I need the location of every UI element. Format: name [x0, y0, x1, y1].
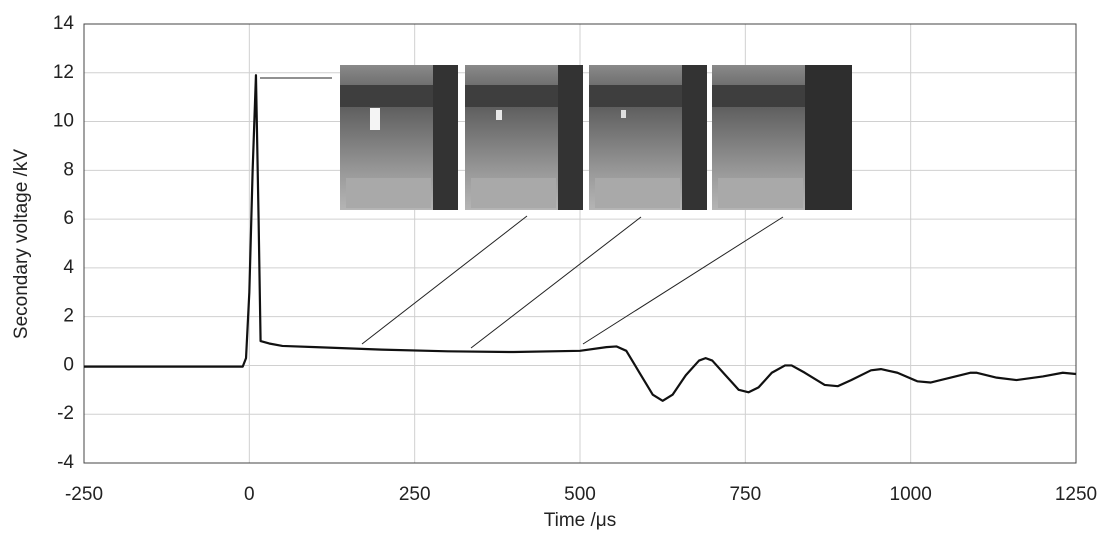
y-tick-label: 4 [63, 257, 74, 278]
photo [465, 65, 583, 210]
photo [712, 65, 852, 210]
x-tick-label: 250 [399, 484, 431, 505]
plot-frame [83, 23, 1077, 464]
pointer-line [470, 216, 642, 349]
y-tick-label: -4 [57, 452, 74, 473]
x-tick-label: 0 [244, 484, 255, 505]
pointer-line [361, 215, 528, 345]
y-tick-label: 6 [63, 208, 74, 229]
x-tick-label: 500 [564, 484, 596, 505]
pointer-line [582, 216, 784, 345]
y-tick-label: 10 [53, 111, 74, 132]
y-tick-label: -2 [57, 403, 74, 424]
x-tick-label: 1000 [890, 484, 932, 505]
photo [340, 65, 458, 210]
y-tick-label: 0 [63, 354, 74, 375]
x-tick-label: 1250 [1055, 484, 1097, 505]
x-tick-label: 750 [729, 484, 761, 505]
data-line [84, 74, 1077, 402]
y-tick-label: 2 [63, 306, 74, 327]
y-tick-label: 8 [63, 159, 74, 180]
x-axis-label: Time /μs [544, 510, 617, 531]
y-axis-label: Secondary voltage /kV [11, 149, 32, 339]
x-tick-label: -250 [65, 484, 103, 505]
y-tick-label: 14 [53, 13, 75, 34]
photo-strip [260, 65, 852, 349]
y-tick-label: 12 [53, 62, 74, 83]
photo [589, 65, 707, 210]
